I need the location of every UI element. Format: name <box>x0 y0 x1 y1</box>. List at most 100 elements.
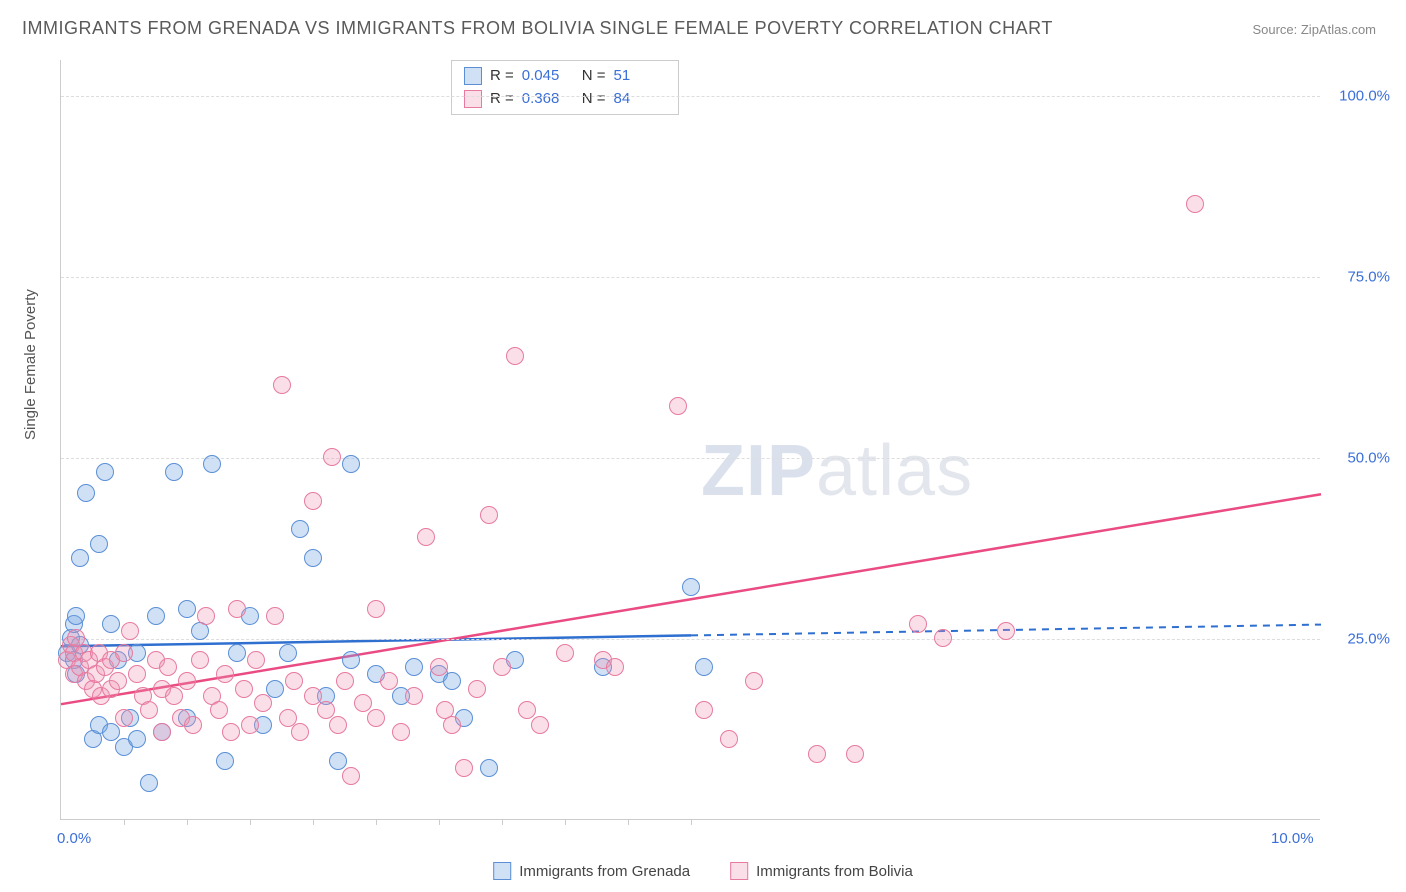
legend-label: Immigrants from Bolivia <box>756 863 913 880</box>
legend-label: Immigrants from Grenada <box>519 863 690 880</box>
data-point-bolivia <box>329 716 347 734</box>
gridline <box>61 277 1320 278</box>
data-point-grenada <box>140 774 158 792</box>
chart-title: IMMIGRANTS FROM GRENADA VS IMMIGRANTS FR… <box>22 18 1053 39</box>
gridline <box>61 458 1320 459</box>
data-point-bolivia <box>109 672 127 690</box>
x-tick <box>250 819 251 825</box>
data-point-grenada <box>342 651 360 669</box>
x-tick <box>313 819 314 825</box>
data-point-grenada <box>67 607 85 625</box>
y-tick-label: 50.0% <box>1347 450 1390 467</box>
data-point-bolivia <box>846 745 864 763</box>
data-point-bolivia <box>235 680 253 698</box>
data-point-bolivia <box>342 767 360 785</box>
x-tick-label: 10.0% <box>1271 830 1314 847</box>
data-point-grenada <box>279 644 297 662</box>
x-tick <box>691 819 692 825</box>
data-point-grenada <box>147 607 165 625</box>
gridline <box>61 639 1320 640</box>
data-point-bolivia <box>468 680 486 698</box>
data-point-bolivia <box>745 672 763 690</box>
data-point-bolivia <box>997 622 1015 640</box>
data-point-bolivia <box>443 716 461 734</box>
y-tick-label: 100.0% <box>1339 88 1390 105</box>
x-tick <box>376 819 377 825</box>
data-point-grenada <box>71 549 89 567</box>
data-point-grenada <box>405 658 423 676</box>
y-axis-label: Single Female Poverty <box>22 289 39 440</box>
data-point-grenada <box>128 730 146 748</box>
data-point-bolivia <box>506 347 524 365</box>
data-point-bolivia <box>455 759 473 777</box>
trend-line-grenada <box>61 635 691 646</box>
data-point-bolivia <box>115 644 133 662</box>
data-point-bolivia <box>247 651 265 669</box>
data-point-bolivia <box>128 665 146 683</box>
data-point-bolivia <box>140 701 158 719</box>
data-point-bolivia <box>417 528 435 546</box>
data-point-bolivia <box>121 622 139 640</box>
data-point-grenada <box>165 463 183 481</box>
data-point-bolivia <box>273 376 291 394</box>
data-point-bolivia <box>934 629 952 647</box>
trend-lines <box>61 60 1321 820</box>
data-point-grenada <box>695 658 713 676</box>
data-point-grenada <box>682 578 700 596</box>
data-point-grenada <box>77 484 95 502</box>
y-tick-label: 75.0% <box>1347 269 1390 286</box>
gridline <box>61 96 1320 97</box>
data-point-bolivia <box>254 694 272 712</box>
data-point-bolivia <box>392 723 410 741</box>
data-point-bolivia <box>808 745 826 763</box>
data-point-bolivia <box>367 709 385 727</box>
data-point-bolivia <box>115 709 133 727</box>
x-tick-label: 0.0% <box>57 830 91 847</box>
x-tick <box>502 819 503 825</box>
legend-item-bolivia: Immigrants from Bolivia <box>730 862 913 880</box>
data-point-grenada <box>304 549 322 567</box>
x-tick <box>565 819 566 825</box>
data-point-bolivia <box>165 687 183 705</box>
series-legend: Immigrants from Grenada Immigrants from … <box>493 862 913 880</box>
x-tick <box>124 819 125 825</box>
data-point-bolivia <box>430 658 448 676</box>
x-tick <box>439 819 440 825</box>
x-tick <box>187 819 188 825</box>
data-point-bolivia <box>159 658 177 676</box>
data-point-grenada <box>443 672 461 690</box>
data-point-bolivia <box>336 672 354 690</box>
x-tick <box>628 819 629 825</box>
data-point-bolivia <box>909 615 927 633</box>
data-point-grenada <box>266 680 284 698</box>
data-point-grenada <box>228 644 246 662</box>
data-point-bolivia <box>695 701 713 719</box>
data-point-bolivia <box>178 672 196 690</box>
data-point-bolivia <box>291 723 309 741</box>
data-point-grenada <box>178 600 196 618</box>
data-point-bolivia <box>216 665 234 683</box>
data-point-bolivia <box>323 448 341 466</box>
data-point-bolivia <box>380 672 398 690</box>
data-point-bolivia <box>669 397 687 415</box>
scatter-plot-area: ZIPatlas R = 0.045 N = 51 R = 0.368 N = … <box>60 60 1320 820</box>
data-point-bolivia <box>556 644 574 662</box>
data-point-bolivia <box>241 716 259 734</box>
data-point-bolivia <box>606 658 624 676</box>
data-point-bolivia <box>266 607 284 625</box>
data-point-bolivia <box>285 672 303 690</box>
swatch-grenada <box>493 862 511 880</box>
data-point-bolivia <box>197 607 215 625</box>
data-point-bolivia <box>228 600 246 618</box>
y-tick-label: 25.0% <box>1347 631 1390 648</box>
data-point-bolivia <box>405 687 423 705</box>
trend-line-bolivia <box>61 494 1321 704</box>
data-point-bolivia <box>153 723 171 741</box>
data-point-bolivia <box>304 492 322 510</box>
data-point-grenada <box>216 752 234 770</box>
data-point-grenada <box>291 520 309 538</box>
data-point-grenada <box>203 455 221 473</box>
data-point-bolivia <box>493 658 511 676</box>
data-point-bolivia <box>191 651 209 669</box>
data-point-bolivia <box>222 723 240 741</box>
